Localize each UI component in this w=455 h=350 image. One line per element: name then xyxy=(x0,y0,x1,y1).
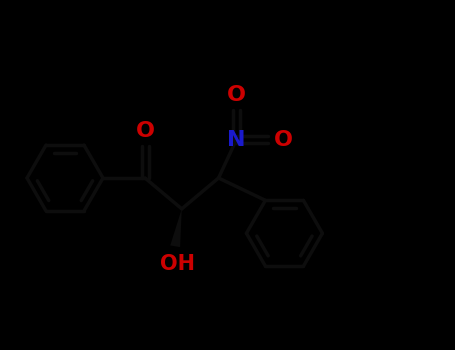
Text: O: O xyxy=(274,130,293,150)
Text: OH: OH xyxy=(160,254,195,274)
Polygon shape xyxy=(170,209,182,247)
Text: O: O xyxy=(136,121,155,141)
Text: O: O xyxy=(227,85,246,105)
Text: N: N xyxy=(227,130,246,150)
